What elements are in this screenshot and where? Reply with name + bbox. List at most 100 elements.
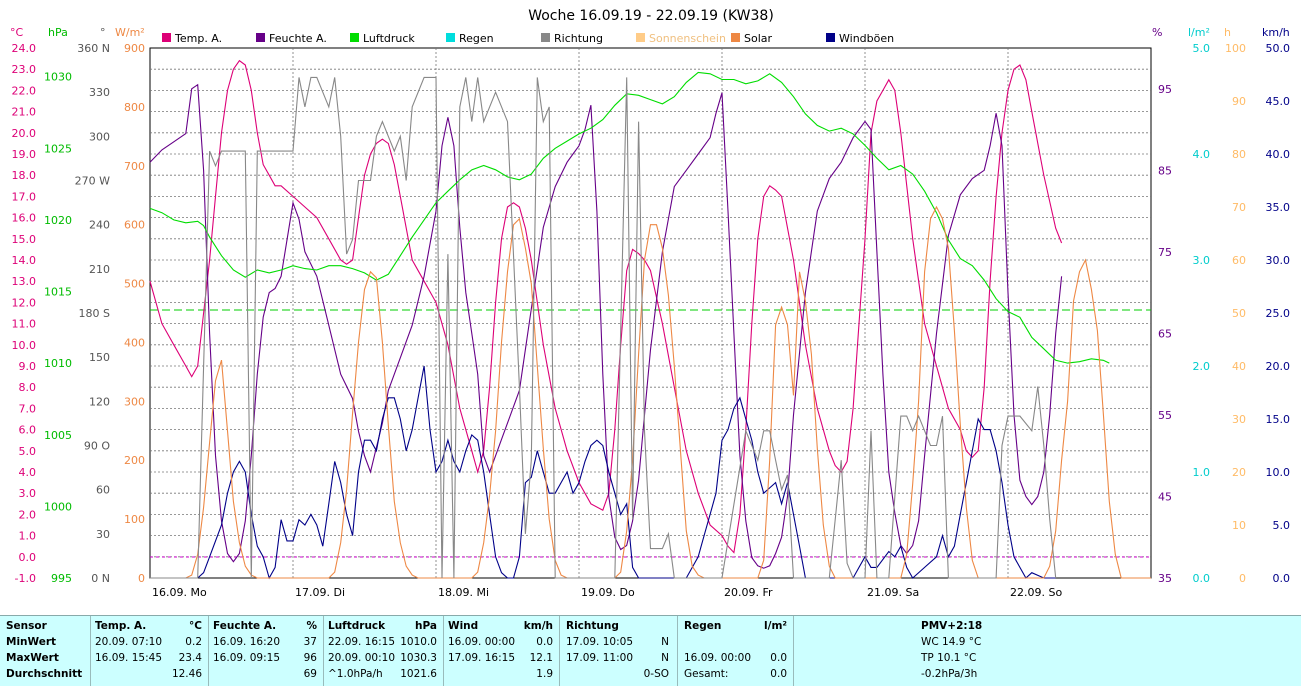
legend-swatch xyxy=(826,33,835,42)
axis-tick-label: 3.0 xyxy=(1193,254,1211,267)
stats-rain-unit: l/m² xyxy=(764,620,787,632)
stats-dir-col: Richtung 17.09. 10:05 N 17.09. 11:00 N 0… xyxy=(559,616,677,686)
axis-tick-label: 30 xyxy=(1232,413,1246,426)
stats-rain-col: Regen l/m² 16.09. 00:00 0.0 Gesamt: 0.0 xyxy=(677,616,793,686)
axis-tick-label: 7.0 xyxy=(19,402,37,415)
axis-tick-label: 22.0 xyxy=(12,84,37,97)
axis-unit-label: W/m² xyxy=(115,26,145,39)
axis-tick-label: 5.0 xyxy=(1193,42,1211,55)
stats-press-max: 1030.3 xyxy=(400,652,437,664)
stats-hum-header: Feuchte A. xyxy=(213,620,277,632)
axis-tick-label: 4.0 xyxy=(1193,148,1211,161)
stats-dir-min: N xyxy=(661,636,669,648)
axis-tick-label: 100 xyxy=(1225,42,1246,55)
axis-tick-label: 150 xyxy=(89,351,110,364)
stats-dir-header: Richtung xyxy=(566,620,619,632)
axis-tick-label: 0.0 xyxy=(1193,572,1211,585)
stats-rain-max-time: 16.09. 00:00 xyxy=(684,652,751,664)
stats-sensor-header: Sensor xyxy=(6,620,47,632)
axis-tick-label: 70 xyxy=(1232,201,1246,214)
axis-tick-label: 13.0 xyxy=(12,275,37,288)
legend-label: Richtung xyxy=(554,32,603,45)
axis-tick-label: 240 xyxy=(89,219,110,232)
stats-dir-avg: 0-SO xyxy=(643,668,669,680)
stats-min-label: MinWert xyxy=(6,636,57,648)
stats-max-label: MaxWert xyxy=(6,652,59,664)
legend-swatch xyxy=(541,33,550,42)
weather-chart: Woche 16.09.19 - 22.09.19 (KW38) Temp. A… xyxy=(10,8,1290,599)
axis-tick-label: 1025 xyxy=(44,142,72,155)
stats-hum-unit: % xyxy=(306,620,317,632)
legend-label: Luftdruck xyxy=(363,32,415,45)
stats-temp-max-time: 16.09. 15:45 xyxy=(95,652,162,664)
day-label: 18.09. Mi xyxy=(438,586,489,599)
legend-label: Sonnenschein xyxy=(649,32,726,45)
axis-tick-label: 18.0 xyxy=(12,169,37,182)
stats-sensor-col: Sensor MinWert MaxWert Durchschnitt xyxy=(0,616,90,686)
left-axes: 24.0 23.0 22.0 21.0 20.0 19.0 18.0 17.0 16.0 15.0… xyxy=(10,26,145,585)
stats-press-min: 1010.0 xyxy=(400,636,437,648)
stats-rain-total-label: Gesamt: xyxy=(684,668,729,680)
axis-tick-label: 0 xyxy=(1239,572,1246,585)
axis-tick-label: 21.0 xyxy=(12,106,37,119)
axis-tick-label: 6.0 xyxy=(19,424,37,437)
axis-tick-label: 15.0 xyxy=(1266,413,1291,426)
stats-rain-max: 0.0 xyxy=(770,652,787,664)
day-label: 21.09. Sa xyxy=(867,586,919,599)
axis-tick-label: 30.0 xyxy=(1266,254,1291,267)
axis-tick-label: 24.0 xyxy=(12,42,37,55)
stats-hum-max-time: 16.09. 09:15 xyxy=(213,652,280,664)
axis-tick-label: 1005 xyxy=(44,429,72,442)
day-label: 20.09. Fr xyxy=(724,586,773,599)
stats-windchill: WC 14.9 °C xyxy=(921,636,982,648)
axis-unit-label: h xyxy=(1224,26,1231,39)
legend-swatch xyxy=(162,33,171,42)
legend-label: Temp. A. xyxy=(174,32,222,45)
axis-unit-label: km/h xyxy=(1262,26,1290,39)
axis-tick-label: 0 xyxy=(138,572,145,585)
axis-unit-label: % xyxy=(1152,26,1162,39)
stats-pressure-trend: -0.2hPa/3h xyxy=(921,668,978,680)
plot-area xyxy=(149,47,1152,579)
axis-tick-label: 400 xyxy=(124,336,145,349)
axis-tick-label: -1.0 xyxy=(15,572,36,585)
stats-wind-unit: km/h xyxy=(523,620,553,632)
axis-tick-label: 20.0 xyxy=(1266,360,1291,373)
stats-dir-min-time: 17.09. 10:05 xyxy=(566,636,633,648)
axis-tick-label: 10 xyxy=(1232,519,1246,532)
axis-tick-label: 17.0 xyxy=(12,190,37,203)
axis-tick-label: 50.0 xyxy=(1266,42,1291,55)
axis-tick-label: 300 xyxy=(124,395,145,408)
series-lines xyxy=(149,59,1151,580)
stats-hum-min: 37 xyxy=(303,636,317,648)
axis-tick-label: 60 xyxy=(96,484,110,497)
stats-press-min-time: 22.09. 16:15 xyxy=(328,636,395,648)
axis-tick-label: 1000 xyxy=(44,500,72,513)
stats-wind-header: Wind xyxy=(448,620,479,632)
series-line-richtung xyxy=(150,76,1057,579)
stats-press-col: Luftdruck hPa 22.09. 16:15 1010.0 20.09.… xyxy=(323,616,443,686)
right-axes: 958575655545355.04.03.02.01.00.010090807… xyxy=(1152,26,1290,585)
axis-tick-label: 23.0 xyxy=(12,63,37,76)
axis-tick-label: 10.0 xyxy=(12,339,37,352)
series-line-solar xyxy=(150,205,1151,579)
axis-tick-label: 50 xyxy=(1232,307,1246,320)
axis-tick-label: 210 xyxy=(89,263,110,276)
axis-tick-label: 25.0 xyxy=(1266,307,1291,320)
legend-swatch xyxy=(446,33,455,42)
axis-tick-label: 80 xyxy=(1232,148,1246,161)
axis-tick-label: 40.0 xyxy=(1266,148,1291,161)
axis-tick-label: 35 xyxy=(1158,572,1172,585)
stats-avg-label: Durchschnitt xyxy=(6,668,83,680)
stats-wind-min-time: 16.09. 00:00 xyxy=(448,636,515,648)
stats-dir-max: N xyxy=(661,652,669,664)
axis-unit-label: l/m² xyxy=(1188,26,1210,39)
axis-tick-label: 1.0 xyxy=(19,530,37,543)
axis-tick-label: 1010 xyxy=(44,357,72,370)
stats-rain-header: Regen xyxy=(684,620,722,632)
stats-press-trend: ^1.0hPa/h xyxy=(328,668,383,680)
stats-pmv-header: PMV+2:18 xyxy=(921,620,983,632)
axis-tick-label: 0 N xyxy=(91,572,110,585)
axis-tick-label: 1.0 xyxy=(1193,466,1211,479)
statistics-panel: Sensor MinWert MaxWert Durchschnitt Temp… xyxy=(0,615,1301,686)
